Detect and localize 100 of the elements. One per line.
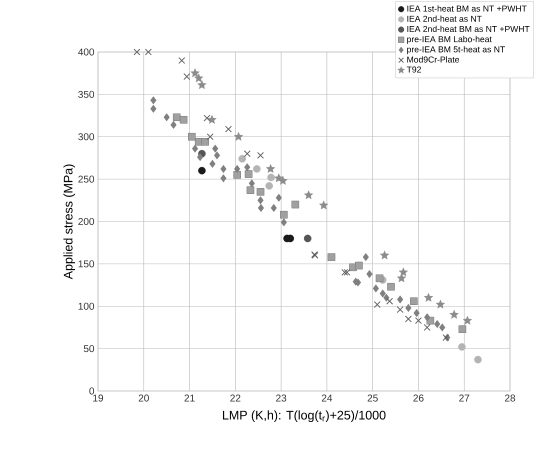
point (266, 164, 276, 173)
point (178, 57, 186, 64)
point (244, 150, 251, 158)
point (396, 274, 406, 282)
y-tick-label: 0 (89, 387, 94, 395)
point (257, 152, 264, 159)
point (280, 218, 287, 226)
point (204, 114, 210, 122)
y-tick-label: 300 (78, 133, 94, 140)
point (212, 144, 218, 153)
point (396, 306, 404, 314)
y-tick-label: 200 (78, 218, 94, 226)
point (190, 68, 200, 78)
legend-label: Mod9Cr-Plate (407, 56, 460, 63)
point (238, 154, 246, 163)
point (197, 153, 204, 162)
y-tick-label: 50 (84, 345, 94, 352)
x-axis-title: LMP (K,h): T(log(t$_{r}$)+25)/1000 (222, 410, 386, 422)
point (366, 270, 372, 278)
point (180, 116, 188, 124)
point (374, 301, 381, 308)
point (352, 278, 359, 286)
point (209, 160, 216, 168)
point (192, 144, 198, 153)
point (150, 104, 156, 113)
point (257, 196, 264, 204)
point (474, 356, 482, 364)
point (355, 262, 363, 270)
point (304, 234, 312, 242)
point (188, 132, 196, 141)
point (424, 313, 430, 322)
point (267, 174, 275, 182)
point (144, 48, 152, 56)
point (256, 188, 264, 196)
point (276, 194, 282, 202)
point (244, 163, 250, 172)
point (404, 316, 412, 322)
point (304, 190, 314, 200)
point (234, 164, 240, 173)
point (380, 290, 386, 298)
point (458, 343, 466, 351)
x-tick-label: 24 (322, 394, 332, 402)
point (415, 317, 422, 324)
point (244, 170, 252, 178)
y-tick-label: 350 (78, 90, 94, 98)
y-tick-label: 150 (78, 260, 94, 268)
point (434, 320, 440, 328)
point (436, 300, 445, 308)
point (450, 310, 459, 319)
legend-label: pre-IEA BM 5t-heat as NT (407, 46, 505, 54)
point (424, 292, 434, 302)
legend-label: T92 (406, 66, 421, 73)
point (220, 174, 226, 182)
point (265, 182, 273, 190)
x-tick-label: 27 (459, 394, 470, 402)
y-tick-label: 100 (78, 302, 94, 310)
point (150, 96, 156, 104)
point (280, 210, 288, 219)
x-tick-label: 23 (276, 394, 286, 402)
point (194, 73, 204, 82)
point (292, 200, 300, 208)
point (376, 274, 384, 282)
point (386, 298, 394, 305)
point (398, 268, 408, 276)
point (328, 253, 336, 261)
point (372, 284, 379, 292)
point (225, 126, 232, 133)
point (424, 324, 431, 331)
point (439, 323, 446, 332)
point (214, 151, 220, 160)
point (319, 200, 328, 210)
x-tick-label: 26 (413, 394, 424, 402)
point (207, 115, 217, 124)
legend-label: IEA 1st-heat BM as NT +PWHT (407, 5, 527, 12)
legend-label: IEA 2nd-heat as NT (407, 16, 482, 22)
point (233, 171, 241, 179)
point (458, 325, 466, 333)
x-tick-label: 19 (93, 394, 104, 402)
point (397, 295, 404, 304)
x-tick-label: 28 (504, 394, 516, 402)
point (405, 304, 412, 312)
x-tick-label: 25 (368, 394, 378, 402)
point (183, 73, 190, 80)
point (164, 113, 170, 122)
point (197, 80, 206, 89)
point (134, 48, 140, 56)
point (362, 253, 369, 262)
x-tick-label: 21 (184, 394, 195, 402)
y-axis-title: Applied stress (MPa) (63, 164, 76, 280)
y-tick-label: 400 (78, 48, 94, 56)
point (414, 309, 420, 318)
point (344, 268, 350, 276)
point (198, 166, 206, 174)
point (341, 268, 348, 276)
y-tick-label: 250 (78, 176, 94, 183)
point (253, 165, 261, 173)
point (220, 164, 226, 173)
legend-label: IEA 2nd-heat BM as NT +PWHT (407, 26, 530, 32)
legend-label: pre-IEA BM Labo-heat (407, 36, 492, 44)
x-tick-label: 22 (230, 394, 240, 402)
